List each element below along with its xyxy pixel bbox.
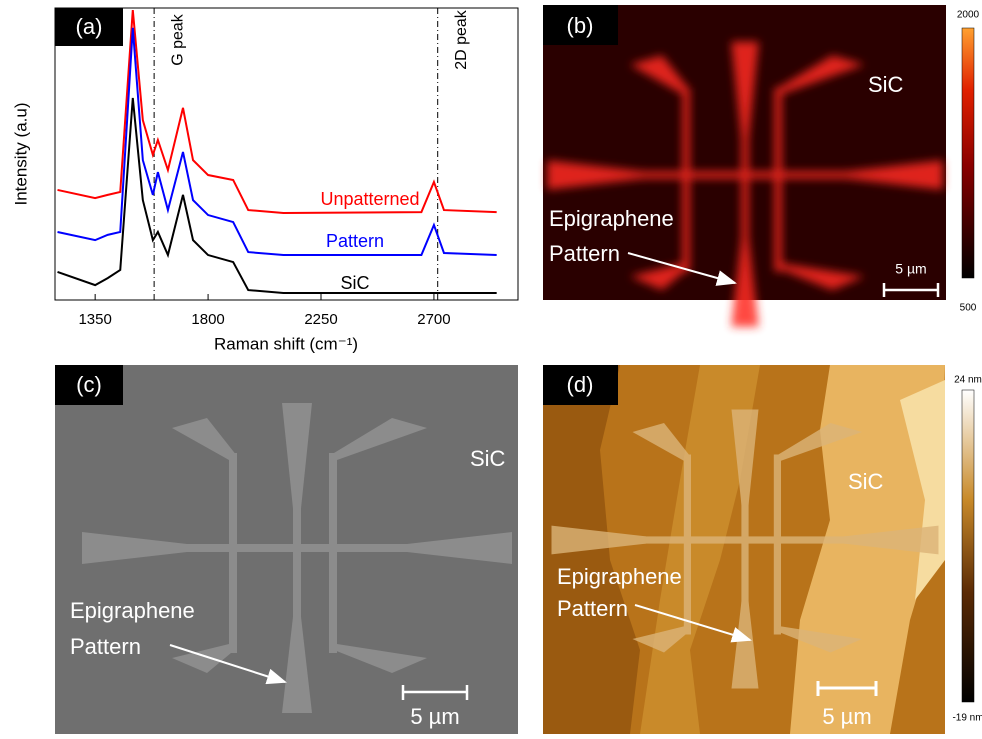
- region-label: SiC: [868, 72, 904, 97]
- colorbar-label: 24 nm: [954, 375, 982, 386]
- series-label: Unpatterned: [320, 189, 419, 209]
- panel-label: (c): [76, 372, 102, 397]
- pattern-label: Epigraphene: [549, 206, 674, 231]
- scale-bar-label: 5 µm: [822, 704, 871, 729]
- x-tick-label: 1350: [78, 311, 111, 328]
- x-tick-label: 1800: [191, 311, 224, 328]
- pattern-label: Pattern: [549, 241, 620, 266]
- series-line: [57, 27, 497, 257]
- panel-label-box: [543, 5, 618, 45]
- region-label: SiC: [470, 446, 506, 471]
- series-label: SiC: [340, 273, 369, 293]
- series-line: [57, 9, 497, 214]
- arrow: [627, 252, 737, 286]
- reference-label: G peak: [169, 13, 186, 66]
- sem-panel: (c) SiC Epigraphene Pattern 5 µm: [55, 365, 518, 734]
- panel-label: (d): [567, 372, 594, 397]
- pattern-label: Pattern: [557, 596, 628, 621]
- x-tick-label: 2250: [304, 311, 337, 328]
- pattern-label: Epigraphene: [70, 598, 195, 623]
- scale-bar: [816, 681, 878, 696]
- panel-label: (a): [76, 14, 103, 39]
- colorbar-label: 500: [960, 303, 977, 314]
- panel-label: (b): [567, 13, 594, 38]
- scale-bar: [882, 283, 940, 297]
- pattern-label: Epigraphene: [557, 564, 682, 589]
- scale-bar-label: 5 µm: [895, 261, 926, 277]
- panel-label-box: [55, 365, 123, 405]
- afm-panel: (d) SiC Epigraphene Pattern 5 µm 24 nm -…: [543, 365, 982, 734]
- plot-frame: [54, 7, 519, 301]
- colorbar: [961, 389, 975, 703]
- colorbar-label: 2000: [957, 10, 980, 21]
- series-label: Pattern: [326, 231, 384, 251]
- pattern-label: Pattern: [70, 634, 141, 659]
- raman-panel: (a) Raman shift (cm⁻¹) Intensity (a.u) 1…: [11, 7, 519, 353]
- region-label: SiC: [848, 469, 884, 494]
- reference-label: 2D peak: [453, 9, 470, 70]
- colorbar: [961, 27, 975, 279]
- scale-bar: [401, 685, 469, 700]
- arrow: [169, 644, 287, 685]
- colorbar-label: -19 nm: [952, 713, 982, 724]
- scale-bar-label: 5 µm: [410, 704, 459, 729]
- arrow: [634, 604, 752, 643]
- raman-map-panel: (b) SiC Epigraphene Pattern 5 µm 2000 50…: [543, 5, 980, 327]
- panel-label-box: [543, 365, 618, 405]
- y-axis-label: Intensity (a.u): [11, 103, 30, 206]
- panel-label-box: [55, 8, 123, 46]
- series-line: [57, 97, 497, 294]
- x-axis-label: Raman shift (cm⁻¹): [214, 334, 358, 353]
- x-tick-label: 2700: [417, 311, 450, 328]
